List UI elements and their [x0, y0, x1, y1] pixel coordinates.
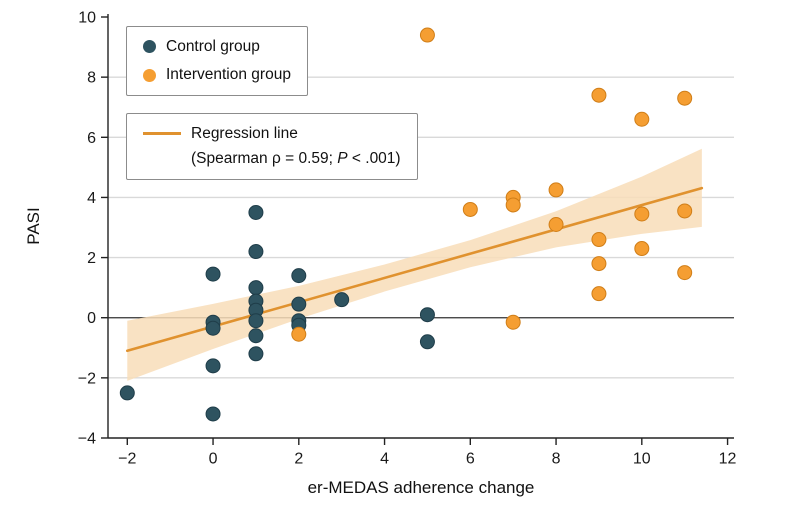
stat-p: P — [337, 150, 348, 168]
legend-regression: Regression line (Spearman ρ = 0.59; P < … — [126, 113, 418, 180]
svg-text:−2: −2 — [118, 450, 136, 467]
legend-groups: Control group Intervention group — [126, 26, 308, 96]
legend-item-intervention: Intervention group — [143, 65, 291, 84]
svg-text:4: 4 — [380, 450, 389, 467]
svg-text:10: 10 — [78, 10, 96, 27]
y-axis-title: PASI — [24, 207, 43, 245]
svg-text:−2: −2 — [78, 370, 96, 387]
legend-item-control: Control group — [143, 37, 291, 56]
regression-line-sample-icon — [143, 132, 181, 136]
svg-text:6: 6 — [466, 450, 475, 467]
svg-text:2: 2 — [87, 250, 96, 267]
svg-text:8: 8 — [87, 70, 96, 87]
svg-text:8: 8 — [552, 450, 561, 467]
svg-text:12: 12 — [719, 450, 737, 467]
stat-suffix: < .001) — [347, 150, 401, 168]
legend-label-control: Control group — [166, 38, 260, 55]
svg-text:−4: −4 — [78, 431, 96, 448]
legend-label-intervention: Intervention group — [166, 66, 291, 84]
stat-prefix: (Spearman ρ = 0.59; — [191, 150, 338, 168]
svg-text:10: 10 — [633, 450, 651, 467]
intervention-group-dot-icon — [143, 68, 156, 82]
regression-stat: (Spearman ρ = 0.59; P < .001) — [143, 149, 401, 168]
x-axis-title: er-MEDAS adherence change — [307, 478, 535, 497]
svg-text:4: 4 — [87, 190, 96, 207]
legend-item-regression: Regression line — [143, 124, 401, 143]
svg-text:2: 2 — [294, 450, 303, 467]
control-group-dot-icon — [143, 40, 156, 54]
svg-text:6: 6 — [87, 130, 96, 147]
svg-text:0: 0 — [209, 450, 218, 467]
legend-label-regression: Regression line — [191, 125, 298, 142]
svg-text:0: 0 — [87, 310, 96, 327]
